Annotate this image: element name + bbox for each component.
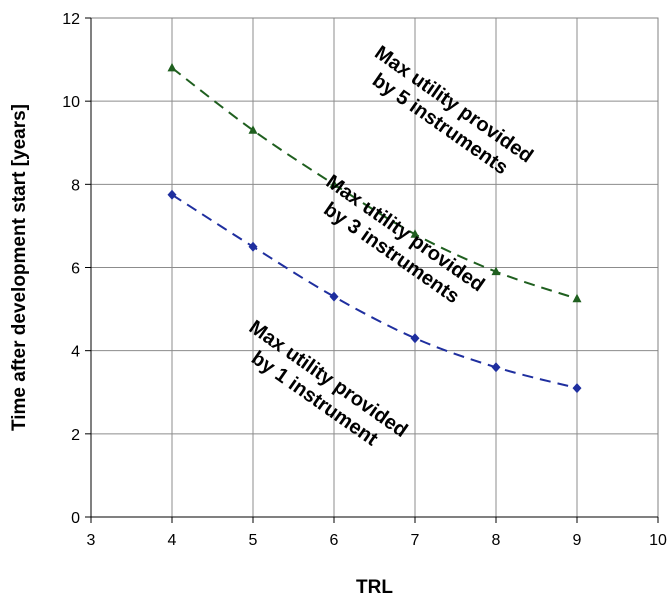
y-tick-label: 2 bbox=[71, 427, 80, 444]
data-point-triangle bbox=[572, 293, 582, 303]
data-point-diamond bbox=[329, 291, 339, 302]
y-axis-title: Time after development start [years] bbox=[9, 104, 30, 431]
y-tick-label: 6 bbox=[71, 261, 80, 278]
data-point-diamond bbox=[410, 333, 420, 344]
x-tick-label: 10 bbox=[649, 532, 667, 549]
annotations: Max utility providedby 5 instruments Max … bbox=[231, 42, 537, 461]
x-tick-label: 4 bbox=[168, 532, 177, 549]
x-tick-label: 8 bbox=[492, 532, 501, 549]
series bbox=[167, 62, 582, 394]
series-2 bbox=[167, 189, 582, 394]
y-tick-label: 0 bbox=[71, 510, 80, 527]
x-tick-label: 9 bbox=[573, 532, 582, 549]
data-point-triangle bbox=[491, 266, 501, 276]
series-line bbox=[171, 193, 578, 390]
data-point-triangle bbox=[248, 125, 258, 134]
y-tick-label: 8 bbox=[71, 177, 80, 194]
annotation-3: Max utility providedby 1 instrument bbox=[231, 316, 411, 461]
axes: 3 4 5 6 7 8 9 10 0 2 4 6 8 10 12 bbox=[62, 11, 667, 549]
series-line bbox=[171, 67, 578, 300]
data-point-triangle bbox=[410, 229, 420, 238]
annotation-1: Max utility providedby 5 instruments bbox=[357, 42, 537, 187]
y-tick-label: 4 bbox=[71, 344, 80, 361]
data-point-triangle bbox=[167, 62, 177, 72]
x-tick-label: 3 bbox=[87, 532, 96, 549]
x-tick-label: 6 bbox=[330, 532, 339, 549]
x-tick-label: 7 bbox=[411, 532, 420, 549]
x-tick-label: 5 bbox=[249, 532, 258, 549]
data-point-diamond bbox=[248, 241, 258, 252]
data-point-diamond bbox=[491, 362, 501, 373]
data-point-diamond bbox=[572, 383, 582, 394]
y-tick-label: 10 bbox=[62, 94, 80, 111]
series-1 bbox=[167, 62, 582, 303]
data-point-diamond bbox=[167, 189, 177, 200]
x-axis-title: TRL bbox=[356, 577, 393, 598]
y-tick-label: 12 bbox=[62, 11, 80, 28]
data-point-triangle bbox=[329, 179, 339, 188]
